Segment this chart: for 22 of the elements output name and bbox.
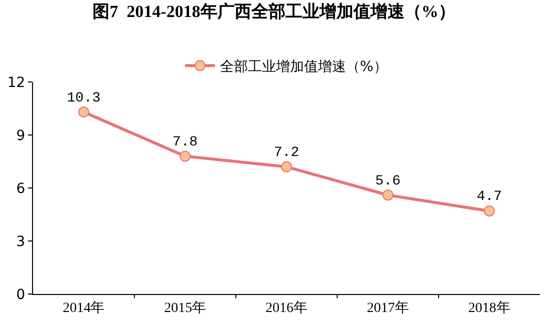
data-label: 10.3 [66, 90, 101, 106]
data-label: 7.2 [274, 145, 300, 162]
legend-label: 全部工业增加值增速（%） [220, 59, 388, 76]
chart-title: 图7 2014-2018年广西全部工业增加值增速（%） [92, 2, 456, 21]
x-tick-label: 2015年 [164, 300, 206, 316]
point [382, 190, 394, 201]
y-tick-label: 6 [16, 180, 26, 197]
x-tick-label: 2014年 [62, 300, 105, 316]
point [180, 150, 191, 162]
x-tick-label: 2017年 [366, 300, 409, 316]
x-tick-label: 2018年 [468, 300, 510, 316]
data-label: 5.6 [375, 173, 401, 190]
data-label: 7.8 [172, 134, 198, 150]
y-tick-label: 3 [16, 234, 26, 250]
point [484, 205, 495, 216]
y-tick-label: 12 [7, 74, 26, 91]
point [78, 106, 90, 118]
data-label: 4.7 [476, 189, 502, 206]
x-tick-label: 2016年 [266, 300, 308, 316]
y-tick-label: 9 [16, 128, 26, 144]
y-tick-label: 0 [16, 286, 26, 303]
point [281, 161, 292, 172]
